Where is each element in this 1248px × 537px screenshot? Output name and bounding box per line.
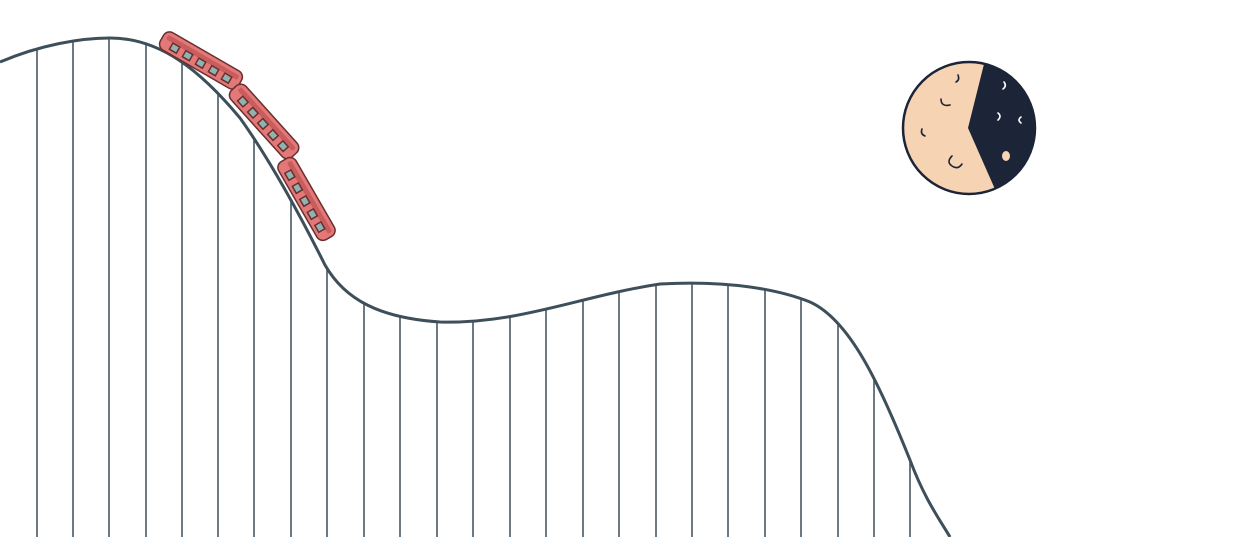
crater [940, 98, 951, 107]
coaster-rail [0, 36, 952, 537]
car-window [306, 207, 319, 221]
car-window [266, 128, 280, 142]
coaster-train [158, 31, 336, 242]
car-window [220, 72, 233, 85]
car-window [283, 168, 296, 182]
crater [955, 74, 960, 83]
crater [920, 128, 926, 137]
car-window [194, 57, 207, 70]
crater [1002, 81, 1007, 90]
car-window [256, 117, 270, 131]
coaster-car [277, 156, 336, 242]
crater [997, 112, 1001, 121]
moon-shadow [968, 62, 1035, 194]
car-window [181, 49, 194, 62]
coaster-car [158, 31, 244, 90]
moon-craters-dark-side [997, 81, 1022, 161]
crater [1002, 151, 1010, 161]
car-window [313, 220, 326, 234]
moon-craters [920, 74, 963, 169]
car-window [246, 106, 260, 120]
car-window [207, 64, 220, 77]
track-supports [36, 38, 911, 537]
moon-icon [901, 60, 1037, 196]
car-window [276, 139, 290, 153]
coaster-car [228, 83, 300, 160]
car-window [298, 194, 311, 208]
car-window [236, 95, 250, 108]
crater [948, 155, 963, 169]
car-window [291, 181, 304, 195]
car-window [168, 42, 181, 55]
crater [1018, 116, 1022, 124]
